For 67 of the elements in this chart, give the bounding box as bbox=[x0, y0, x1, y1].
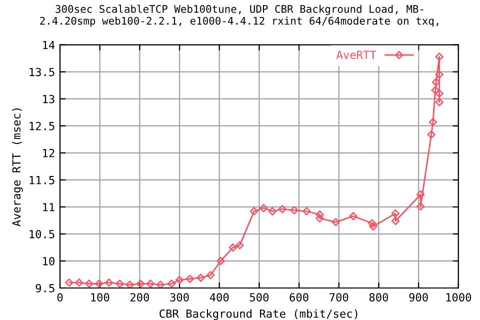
x-tick-label: 100 bbox=[91, 293, 110, 302]
point bbox=[427, 130, 436, 139]
x-tick-label: 1000 bbox=[446, 293, 472, 302]
point bbox=[431, 86, 440, 94]
y-tick-label: 10 bbox=[43, 256, 54, 266]
point bbox=[428, 118, 437, 126]
point bbox=[85, 280, 94, 288]
point bbox=[250, 207, 258, 216]
x-tick-label: 900 bbox=[409, 293, 428, 302]
point bbox=[316, 210, 324, 219]
point bbox=[332, 218, 340, 226]
point bbox=[369, 222, 378, 230]
point bbox=[432, 78, 440, 86]
x-tick-label: 300 bbox=[170, 293, 189, 302]
x-tick-label: 800 bbox=[369, 293, 388, 302]
point bbox=[75, 278, 84, 287]
legend-label: AveRTT bbox=[336, 50, 376, 60]
y-tick-label: 12.5 bbox=[30, 122, 54, 130]
x-tick-label: 200 bbox=[130, 293, 149, 302]
x-tick-label: 400 bbox=[210, 293, 229, 302]
point bbox=[391, 216, 400, 226]
point bbox=[65, 278, 74, 287]
point bbox=[416, 190, 425, 199]
point bbox=[368, 219, 376, 228]
point bbox=[94, 280, 104, 288]
point bbox=[391, 209, 400, 218]
point bbox=[116, 280, 124, 288]
y-tick-label: 11 bbox=[43, 203, 54, 212]
chart-title: 300sec ScalableTCP Web100tune, UDP CBR Background Load, MB- 2.4.20smp web100-2.2.1, e1000-4.4.12 rxint 64/64moderate on txq, bbox=[40, 4, 438, 27]
point bbox=[104, 278, 114, 287]
point bbox=[416, 202, 425, 210]
y-tick-label: 12 bbox=[43, 148, 54, 158]
point bbox=[136, 280, 145, 288]
x-tick-label: 0 bbox=[57, 293, 63, 302]
x-tick-label: 600 bbox=[290, 293, 308, 302]
point bbox=[278, 205, 286, 214]
point bbox=[236, 241, 244, 250]
x-axis-title: CBR Background Rate (mbit/sec) bbox=[160, 309, 358, 320]
point bbox=[126, 280, 134, 288]
point bbox=[196, 274, 205, 282]
y-tick-label: 13 bbox=[43, 94, 54, 104]
point bbox=[175, 276, 184, 284]
point bbox=[435, 89, 444, 98]
point bbox=[316, 214, 324, 222]
point bbox=[206, 270, 215, 280]
point bbox=[268, 207, 276, 216]
y-axis-title: Average RTT (msec) bbox=[12, 108, 23, 226]
y-tick-label: 11.5 bbox=[30, 176, 54, 184]
point bbox=[302, 207, 311, 216]
y-tick-label: 14 bbox=[43, 40, 55, 50]
point bbox=[435, 52, 444, 61]
point bbox=[146, 280, 154, 288]
point bbox=[260, 204, 268, 212]
point bbox=[435, 70, 444, 79]
x-tick-label: 700 bbox=[330, 293, 348, 302]
y-tick-label: 10.5 bbox=[30, 230, 54, 238]
point bbox=[186, 274, 194, 283]
x-tick-label: 500 bbox=[250, 293, 269, 302]
point bbox=[435, 98, 444, 106]
y-tick-label: 13.5 bbox=[30, 68, 54, 76]
point bbox=[216, 256, 225, 266]
point bbox=[290, 206, 298, 214]
y-tick-label: 9.5 bbox=[36, 284, 54, 292]
point bbox=[228, 243, 237, 252]
point bbox=[167, 280, 176, 288]
point bbox=[349, 212, 358, 220]
point bbox=[156, 280, 164, 288]
